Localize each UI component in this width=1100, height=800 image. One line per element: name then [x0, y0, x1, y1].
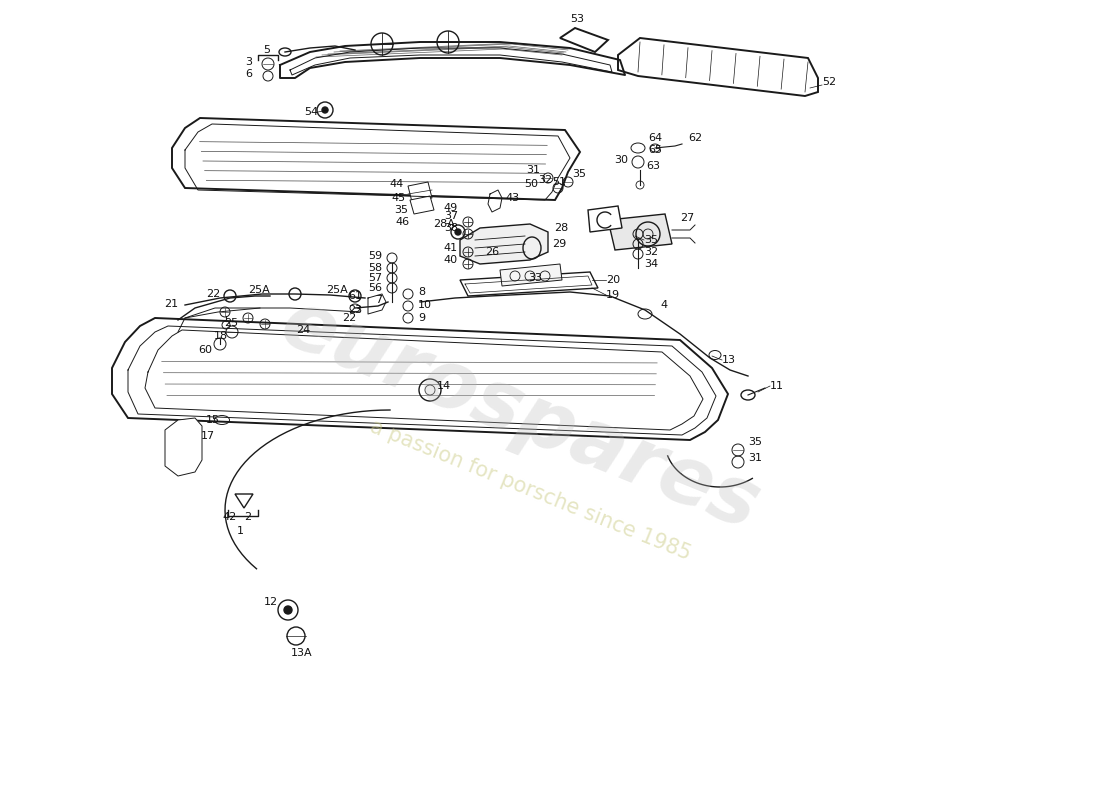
Polygon shape: [172, 118, 580, 200]
Text: 13A: 13A: [292, 648, 312, 658]
Text: 14: 14: [437, 381, 451, 391]
Text: 25A: 25A: [326, 285, 348, 295]
Text: 11: 11: [770, 381, 784, 391]
Text: 29: 29: [552, 239, 567, 249]
Polygon shape: [500, 264, 562, 286]
Circle shape: [284, 606, 292, 614]
Polygon shape: [618, 38, 818, 96]
Text: 31: 31: [748, 453, 762, 463]
Text: 65: 65: [648, 145, 662, 155]
Text: 35: 35: [572, 169, 586, 179]
Text: 42: 42: [223, 512, 238, 522]
Text: 46: 46: [396, 217, 410, 227]
Text: 5: 5: [263, 45, 270, 55]
Text: 54: 54: [304, 107, 318, 117]
Text: 8: 8: [418, 287, 425, 297]
Text: 35: 35: [394, 205, 408, 215]
Text: 10: 10: [418, 300, 432, 310]
Text: 22: 22: [206, 289, 220, 299]
Text: eurospares: eurospares: [270, 283, 771, 546]
Text: 28: 28: [554, 223, 569, 233]
Text: 37: 37: [444, 211, 458, 221]
Text: 50: 50: [524, 179, 538, 189]
Text: 35: 35: [748, 437, 762, 447]
Text: 58: 58: [367, 263, 382, 273]
Text: 22: 22: [342, 313, 356, 323]
Text: 32: 32: [644, 247, 658, 257]
Text: 31: 31: [526, 165, 540, 175]
Text: 28A: 28A: [433, 219, 455, 229]
Text: 15: 15: [206, 415, 220, 425]
Text: 2: 2: [244, 512, 252, 522]
Polygon shape: [165, 418, 202, 476]
Text: 25: 25: [224, 318, 238, 328]
Text: 32: 32: [538, 175, 552, 185]
Text: 38: 38: [444, 223, 458, 233]
Text: 63: 63: [646, 161, 660, 171]
Text: 33: 33: [528, 273, 542, 283]
Text: 19: 19: [606, 290, 620, 300]
Text: 18: 18: [213, 331, 228, 341]
Text: 7: 7: [375, 295, 382, 305]
Polygon shape: [112, 318, 728, 440]
Text: 25A: 25A: [248, 285, 270, 295]
Text: 3: 3: [245, 57, 252, 67]
Text: 9: 9: [418, 313, 425, 323]
Text: 26: 26: [485, 247, 499, 257]
Polygon shape: [460, 272, 598, 296]
Text: 44: 44: [389, 179, 404, 189]
Text: 27: 27: [680, 213, 694, 223]
Text: 1: 1: [236, 526, 243, 536]
Text: 59: 59: [367, 251, 382, 261]
Text: 45: 45: [392, 193, 406, 203]
Polygon shape: [408, 182, 432, 202]
Text: a passion for porsche since 1985: a passion for porsche since 1985: [366, 416, 693, 564]
Text: 12: 12: [264, 597, 278, 607]
Polygon shape: [608, 214, 672, 250]
Polygon shape: [410, 196, 435, 214]
Text: 43: 43: [505, 193, 519, 203]
Text: 6: 6: [245, 69, 252, 79]
Text: 23: 23: [348, 305, 362, 315]
Text: 41: 41: [444, 243, 458, 253]
Text: 51: 51: [552, 177, 567, 187]
Text: 62: 62: [688, 133, 702, 143]
Text: 60: 60: [198, 345, 212, 355]
Text: 34: 34: [644, 259, 658, 269]
Text: 30: 30: [614, 155, 628, 165]
Text: 53: 53: [570, 14, 584, 24]
Text: 21: 21: [164, 299, 178, 309]
Polygon shape: [560, 28, 608, 52]
Text: 49: 49: [443, 203, 458, 213]
Text: 56: 56: [368, 283, 382, 293]
Text: 4: 4: [660, 300, 667, 310]
Text: 61: 61: [348, 291, 362, 301]
Circle shape: [455, 229, 461, 235]
Circle shape: [322, 107, 328, 113]
Polygon shape: [235, 494, 253, 508]
Text: 64: 64: [648, 133, 662, 143]
Polygon shape: [460, 224, 548, 264]
Text: 24: 24: [296, 325, 310, 335]
Text: 17: 17: [201, 431, 214, 441]
Text: 52: 52: [822, 77, 836, 87]
Text: 40: 40: [444, 255, 458, 265]
Polygon shape: [588, 206, 621, 232]
Text: 57: 57: [367, 273, 382, 283]
Text: 35: 35: [644, 235, 658, 245]
Text: 20: 20: [606, 275, 620, 285]
Text: 13: 13: [722, 355, 736, 365]
